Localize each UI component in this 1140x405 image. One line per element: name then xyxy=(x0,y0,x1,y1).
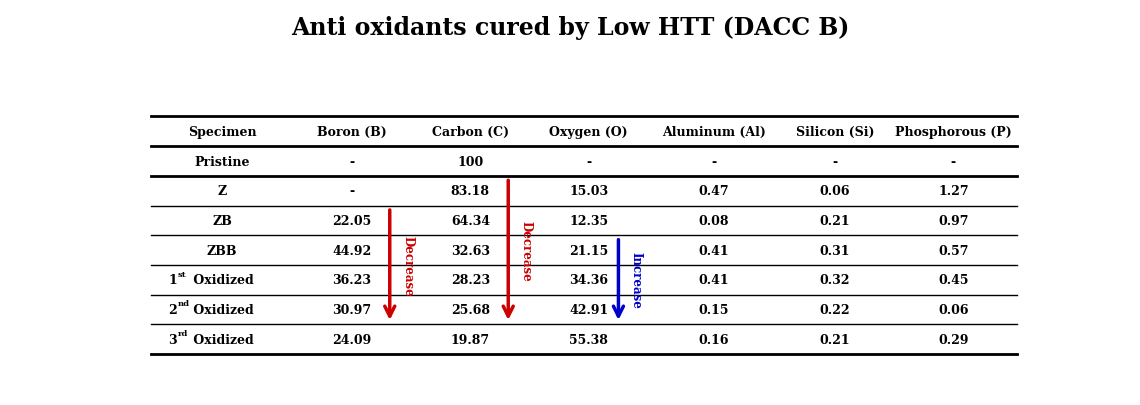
Text: 21.15: 21.15 xyxy=(569,244,609,257)
Text: Pristine: Pristine xyxy=(194,155,250,168)
Text: 0.06: 0.06 xyxy=(820,185,850,198)
Text: -: - xyxy=(349,185,355,198)
Text: Z: Z xyxy=(218,185,227,198)
Text: Anti oxidants cured by Low HTT (DACC B): Anti oxidants cured by Low HTT (DACC B) xyxy=(291,16,849,40)
Text: 0.97: 0.97 xyxy=(938,214,969,227)
Text: 42.91: 42.91 xyxy=(569,303,609,316)
Text: 0.47: 0.47 xyxy=(699,185,730,198)
Text: 0.41: 0.41 xyxy=(699,244,730,257)
Text: 55.38: 55.38 xyxy=(569,333,609,346)
Text: -: - xyxy=(586,155,592,168)
Text: Carbon (C): Carbon (C) xyxy=(432,126,508,139)
Text: -: - xyxy=(711,155,717,168)
Text: Aluminum (Al): Aluminum (Al) xyxy=(662,126,766,139)
Text: Phosphorous (P): Phosphorous (P) xyxy=(895,126,1011,139)
Text: 15.03: 15.03 xyxy=(569,185,609,198)
Text: 22.05: 22.05 xyxy=(332,214,372,227)
Text: ZB: ZB xyxy=(212,214,231,227)
Text: Oxidized: Oxidized xyxy=(188,274,253,287)
Text: 19.87: 19.87 xyxy=(450,333,490,346)
Text: st: st xyxy=(178,270,187,278)
Text: Oxidized: Oxidized xyxy=(188,303,253,316)
Text: 1.27: 1.27 xyxy=(938,185,969,198)
Text: rd: rd xyxy=(178,329,188,337)
Text: ZBB: ZBB xyxy=(206,244,237,257)
Text: Increase: Increase xyxy=(630,252,643,309)
Text: 12.35: 12.35 xyxy=(569,214,609,227)
Text: 0.29: 0.29 xyxy=(938,333,969,346)
Text: Silicon (Si): Silicon (Si) xyxy=(796,126,874,139)
Text: 3: 3 xyxy=(169,333,177,346)
Text: -: - xyxy=(349,155,355,168)
Text: 0.22: 0.22 xyxy=(820,303,850,316)
Text: 1: 1 xyxy=(169,274,177,287)
Text: 0.41: 0.41 xyxy=(699,274,730,287)
Text: 0.08: 0.08 xyxy=(699,214,730,227)
Text: 0.32: 0.32 xyxy=(820,274,850,287)
Text: 100: 100 xyxy=(457,155,483,168)
Text: Decrease: Decrease xyxy=(520,220,532,281)
Text: 0.21: 0.21 xyxy=(820,214,850,227)
Text: 24.09: 24.09 xyxy=(332,333,372,346)
Text: 32.63: 32.63 xyxy=(450,244,490,257)
Text: 2: 2 xyxy=(169,303,177,316)
Text: 36.23: 36.23 xyxy=(333,274,372,287)
Text: Oxygen (O): Oxygen (O) xyxy=(549,126,628,139)
Text: 0.16: 0.16 xyxy=(699,333,730,346)
Text: 0.21: 0.21 xyxy=(820,333,850,346)
Text: 64.34: 64.34 xyxy=(450,214,490,227)
Text: 44.92: 44.92 xyxy=(332,244,372,257)
Text: 0.06: 0.06 xyxy=(938,303,969,316)
Text: 25.68: 25.68 xyxy=(450,303,490,316)
Text: 0.31: 0.31 xyxy=(820,244,850,257)
Text: 0.15: 0.15 xyxy=(699,303,730,316)
Text: 0.45: 0.45 xyxy=(938,274,969,287)
Text: nd: nd xyxy=(178,300,190,307)
Text: -: - xyxy=(832,155,838,168)
Text: -: - xyxy=(951,155,956,168)
Text: 30.97: 30.97 xyxy=(332,303,372,316)
Text: 0.57: 0.57 xyxy=(938,244,969,257)
Text: 28.23: 28.23 xyxy=(450,274,490,287)
Text: Boron (B): Boron (B) xyxy=(317,126,386,139)
Text: Specimen: Specimen xyxy=(188,126,256,139)
Text: Decrease: Decrease xyxy=(401,235,414,296)
Text: 83.18: 83.18 xyxy=(450,185,490,198)
Text: 34.36: 34.36 xyxy=(569,274,609,287)
Text: Oxidized: Oxidized xyxy=(188,333,253,346)
